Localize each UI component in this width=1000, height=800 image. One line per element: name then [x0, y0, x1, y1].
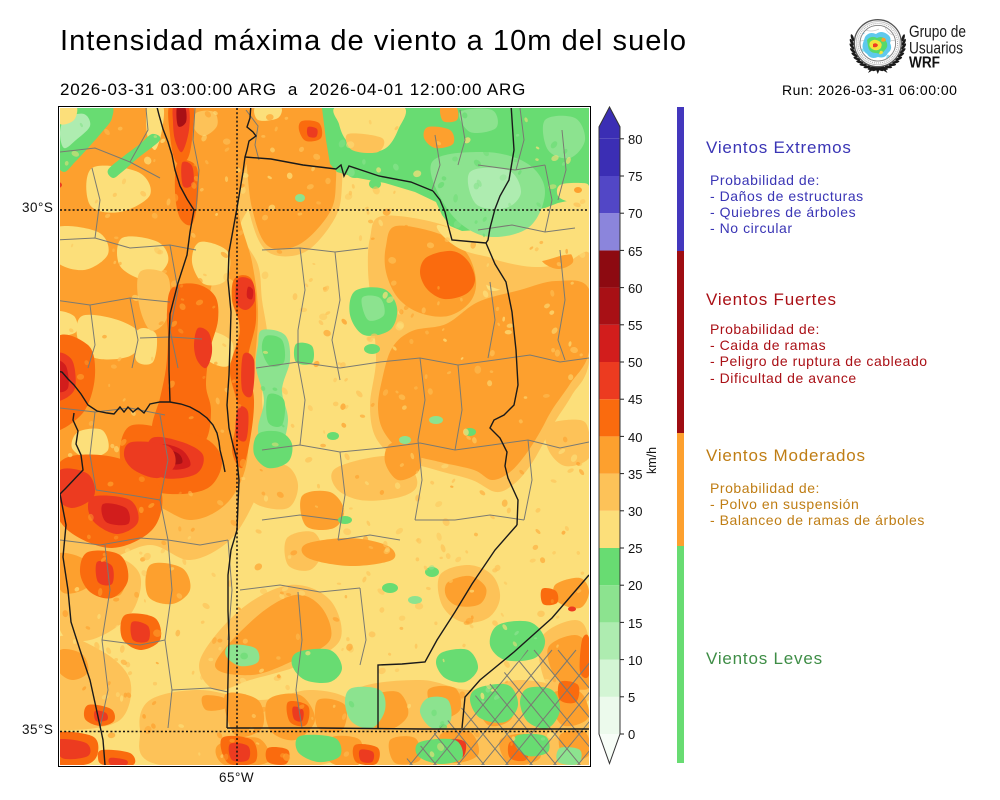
svg-text:Usuarios: Usuarios — [909, 39, 963, 58]
svg-text:Grupo de: Grupo de — [909, 22, 966, 41]
svg-text:WRF: WRF — [909, 55, 940, 72]
